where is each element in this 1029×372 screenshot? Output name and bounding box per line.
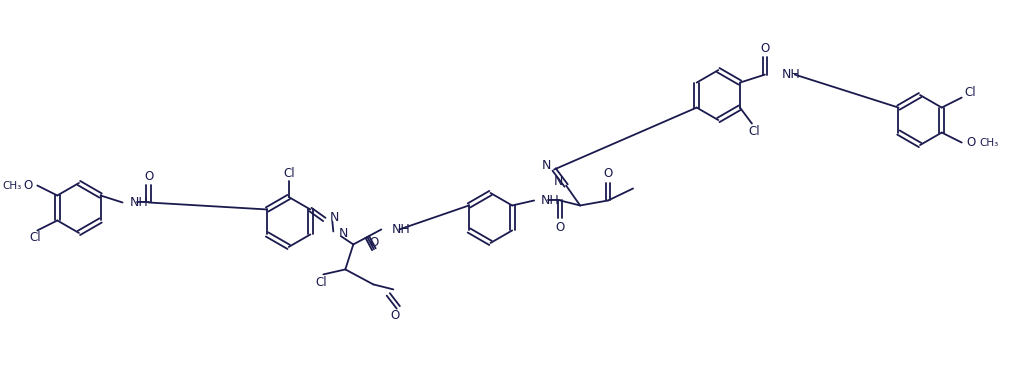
Text: CH₃: CH₃: [980, 138, 999, 148]
Text: Cl: Cl: [964, 86, 975, 99]
Text: O: O: [760, 42, 770, 55]
Text: O: O: [23, 179, 32, 192]
Text: Cl: Cl: [748, 125, 759, 138]
Text: Cl: Cl: [30, 231, 41, 244]
Text: CH₃: CH₃: [2, 180, 22, 190]
Text: Cl: Cl: [283, 167, 294, 180]
Text: N: N: [329, 211, 339, 224]
Text: O: O: [556, 221, 565, 234]
Text: O: O: [391, 309, 400, 322]
Text: O: O: [603, 167, 612, 180]
Text: N: N: [339, 227, 348, 240]
Text: NH: NH: [130, 196, 148, 209]
Text: NH: NH: [391, 223, 410, 236]
Text: NH: NH: [782, 68, 801, 81]
Text: NH: NH: [541, 194, 560, 207]
Text: O: O: [966, 136, 975, 149]
Text: O: O: [369, 236, 379, 249]
Text: Cl: Cl: [316, 276, 327, 289]
Text: N: N: [554, 175, 563, 188]
Text: O: O: [144, 170, 153, 183]
Text: N: N: [541, 159, 551, 172]
